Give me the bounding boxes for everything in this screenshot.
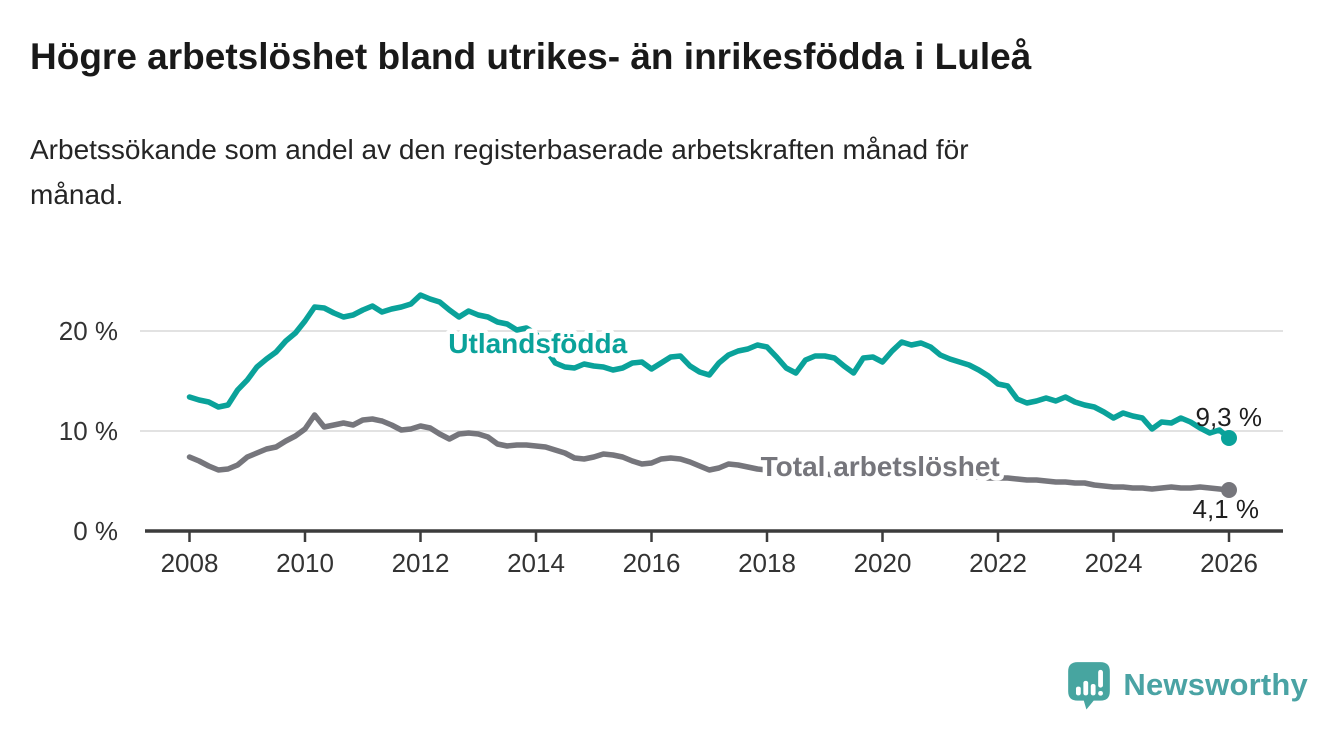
logo-bar-3 — [1091, 683, 1096, 696]
x-tick-label: 2012 — [392, 548, 450, 578]
speech-bubble-shape — [1068, 662, 1111, 710]
x-tick-label: 2014 — [507, 548, 565, 578]
newsworthy-logo-icon — [1068, 662, 1111, 710]
logo-exclamation-dot — [1098, 691, 1104, 696]
chart-title: Högre arbetslöshet bland utrikes- än inr… — [30, 36, 1032, 77]
series-label-0: Utlandsfödda — [448, 328, 627, 359]
series-end-dot-1 — [1221, 482, 1237, 498]
series-label-1: Total arbetslöshet — [761, 451, 1000, 482]
series-end-dot-0 — [1221, 430, 1237, 446]
newsworthy-wordmark: Newsworthy — [1123, 667, 1308, 702]
series-line-0 — [186, 292, 1232, 441]
series-end-label-1: 4,1 % — [1193, 494, 1260, 524]
x-tick-label: 2024 — [1085, 548, 1143, 578]
x-tick-label: 2020 — [854, 548, 912, 578]
x-tick-label: 2016 — [623, 548, 681, 578]
y-tick-label: 10 % — [59, 416, 118, 446]
x-tick-label: 2022 — [969, 548, 1027, 578]
logo-bar-1 — [1076, 686, 1082, 696]
y-tick-label: 20 % — [59, 316, 118, 346]
x-tick-label: 2010 — [276, 548, 334, 578]
newsworthy-logo: Newsworthy — [1066, 660, 1308, 710]
series-end-label-0: 9,3 % — [1196, 402, 1263, 432]
logo-exclamation-bar — [1098, 669, 1104, 688]
y-tick-label: 0 % — [73, 516, 118, 546]
chart-subtitle: Arbetssökande som andel av den registerb… — [30, 134, 969, 210]
logo-bar-2 — [1083, 680, 1089, 696]
x-tick-label: 2008 — [161, 548, 219, 578]
x-tick-label: 2018 — [738, 548, 796, 578]
x-tick-label: 2026 — [1200, 548, 1258, 578]
series-line-1 — [186, 412, 1232, 493]
